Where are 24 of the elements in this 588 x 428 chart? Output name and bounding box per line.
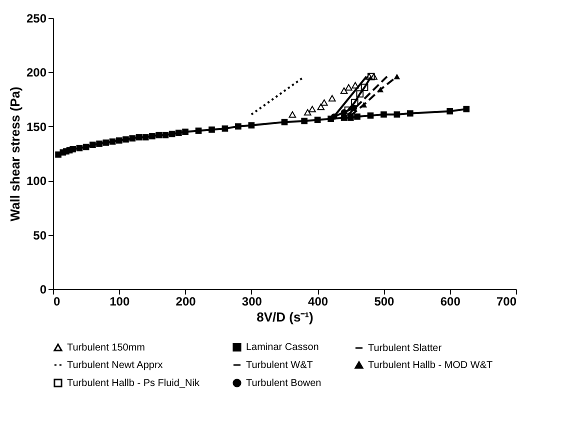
legend-label: Turbulent Slatter: [368, 343, 442, 354]
x-tick-label: 0: [54, 294, 60, 308]
x-tick-label: 100: [110, 294, 130, 308]
x-axis-title: 8V/D (s⁻¹): [256, 310, 314, 324]
x-tick-label: 400: [308, 294, 328, 308]
x-tick-label: 600: [440, 294, 461, 308]
x-tick-label: 200: [176, 294, 196, 308]
x-tick-label: 700: [496, 294, 517, 308]
y-axis-title: Wall shear stress (Pa): [7, 86, 22, 222]
legend-label: Turbulent Newt Apprx: [67, 360, 163, 371]
x-tick-label: 300: [242, 294, 262, 308]
legend-label: Turbulent W&T: [246, 360, 313, 371]
y-tick-label: 100: [26, 174, 47, 188]
legend-label: Laminar Casson: [246, 342, 319, 354]
legend-label: Turbulent Bowen: [246, 378, 322, 389]
legend-label: Turbulent Hallb - MOD W&T: [368, 360, 493, 371]
y-tick-label: 150: [26, 120, 47, 134]
y-tick-label: 0: [40, 282, 47, 296]
y-tick-label: 200: [26, 66, 47, 80]
y-tick-label: 50: [33, 228, 47, 242]
y-tick-label: 250: [26, 12, 47, 26]
legend-label: Turbulent Hallb - Ps Fluid_Nik: [67, 378, 200, 389]
legend-label: Turbulent 150mm: [67, 342, 145, 354]
x-tick-label: 500: [374, 294, 395, 308]
